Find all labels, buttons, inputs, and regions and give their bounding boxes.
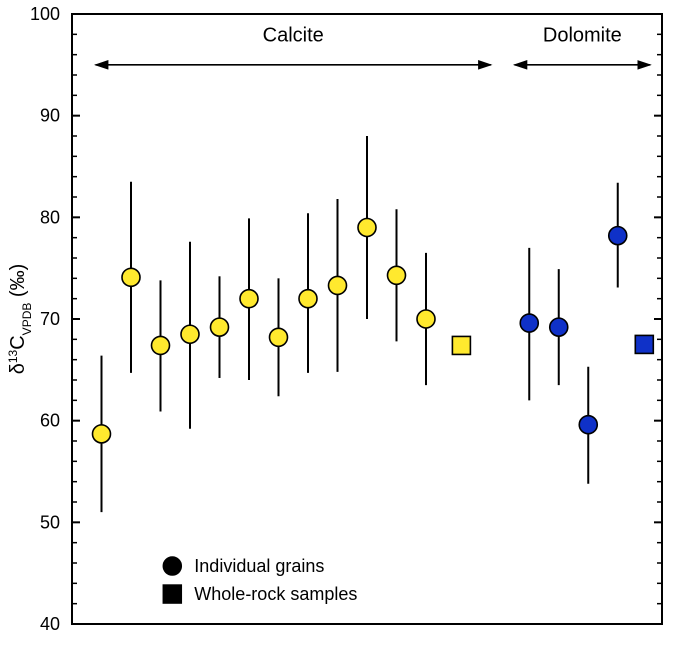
data-point-circle [550,318,568,336]
data-point-circle [609,227,627,245]
y-tick-label: 80 [40,207,60,227]
data-point-square [635,335,653,353]
data-point-circle [329,276,347,294]
chart-background [0,0,685,656]
group-label: Calcite [263,24,324,46]
data-point-circle [211,318,229,336]
data-point-circle [388,266,406,284]
y-tick-label: 50 [40,512,60,532]
data-point-circle [358,219,376,237]
y-tick-label: 100 [30,4,60,24]
group-label: Dolomite [543,24,622,46]
y-tick-label: 90 [40,106,60,126]
data-point-circle [152,336,170,354]
legend-marker-circle [163,557,181,575]
y-tick-label: 40 [40,614,60,634]
legend-label: Individual grains [194,556,324,576]
data-point-circle [579,416,597,434]
data-point-circle [122,268,140,286]
data-point-circle [417,310,435,328]
data-point-circle [299,290,317,308]
data-point-circle [93,425,111,443]
legend-label: Whole-rock samples [194,584,357,604]
data-point-circle [270,328,288,346]
chart-container: 405060708090100δ13CVPDB (‰)CalciteDolomi… [0,0,685,656]
data-point-circle [240,290,258,308]
y-tick-label: 60 [40,411,60,431]
chart-svg: 405060708090100δ13CVPDB (‰)CalciteDolomi… [0,0,685,656]
data-point-square [452,336,470,354]
legend-marker-square [163,585,181,603]
y-tick-label: 70 [40,309,60,329]
data-point-circle [520,314,538,332]
data-point-circle [181,325,199,343]
